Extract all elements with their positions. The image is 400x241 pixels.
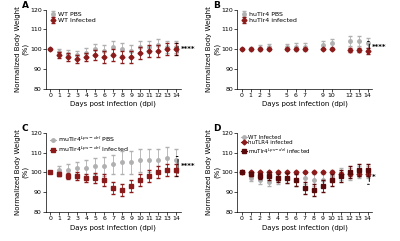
Text: ****: ****	[181, 163, 195, 169]
X-axis label: Days post infection (dpi): Days post infection (dpi)	[70, 101, 156, 107]
Text: ****: ****	[372, 44, 386, 50]
Text: ****: ****	[181, 46, 195, 52]
Legend: huTlr4 PBS, huTlr4 infected: huTlr4 PBS, huTlr4 infected	[241, 11, 298, 24]
Y-axis label: Normalized Body Weight
(%): Normalized Body Weight (%)	[206, 129, 220, 215]
X-axis label: Days post infection (dpi): Days post infection (dpi)	[262, 101, 348, 107]
X-axis label: Days post infection (dpi): Days post infection (dpi)	[70, 224, 156, 231]
Text: D: D	[213, 124, 220, 133]
Text: *: *	[372, 174, 376, 180]
X-axis label: Days post infection (dpi): Days post infection (dpi)	[262, 224, 348, 231]
Legend: WT PBS, WT Infected: WT PBS, WT Infected	[49, 11, 96, 24]
Text: C: C	[22, 124, 28, 133]
Text: A: A	[22, 0, 29, 10]
Legend: WT Infected, huTLR4 infected, muTlr4$^{Lps-del}$ infected: WT Infected, huTLR4 infected, muTlr4$^{L…	[240, 134, 312, 156]
Y-axis label: Normalized Body Weight
(%): Normalized Body Weight (%)	[15, 129, 29, 215]
Legend: muTlr4$^{Lps-del}$ PBS, muTlr4$^{Lps-del}$ Infected: muTlr4$^{Lps-del}$ PBS, muTlr4$^{Lps-del…	[49, 134, 130, 155]
Text: B: B	[213, 0, 220, 10]
Y-axis label: Normalized Body Weight
(%): Normalized Body Weight (%)	[15, 7, 29, 92]
Y-axis label: Normalized Body Weight
(%): Normalized Body Weight (%)	[206, 7, 220, 92]
